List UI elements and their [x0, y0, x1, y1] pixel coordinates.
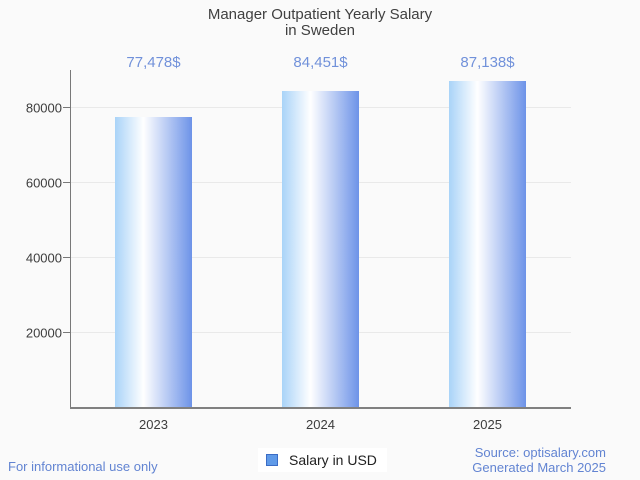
- bar-2024[interactable]: [282, 90, 359, 408]
- x-axis-baseline: [70, 407, 571, 409]
- bar-2025[interactable]: [449, 80, 526, 408]
- y-tick-40000: [63, 257, 71, 259]
- y-tick-label-60000: 60000: [25, 175, 62, 191]
- chart-title-line1: Manager Outpatient Yearly Salary: [207, 6, 433, 23]
- y-tick-label-20000: 20000: [25, 325, 62, 341]
- x-tick-label-2025: 2025: [473, 417, 502, 432]
- source-block: Source: optisalary.com Generated March 2…: [472, 445, 606, 475]
- disclaimer-text: For informational use only: [8, 459, 158, 474]
- y-tick-20000: [63, 332, 71, 334]
- chart-title: Manager Outpatient Yearly Salary in Swed…: [0, 7, 640, 39]
- legend[interactable]: Salary in USD: [258, 448, 387, 472]
- legend-label: Salary in USD: [289, 452, 377, 468]
- value-label-2023: 77,478$: [126, 54, 181, 71]
- x-tick-label-2023: 2023: [139, 417, 168, 432]
- y-tick-label-80000: 80000: [25, 100, 62, 116]
- legend-swatch-icon: [266, 454, 278, 466]
- y-tick-label-40000: 40000: [25, 250, 62, 266]
- value-label-2025: 87,138$: [460, 54, 515, 71]
- y-tick-80000: [63, 107, 71, 109]
- bar-2023[interactable]: [115, 117, 192, 408]
- generated-date: Generated March 2025: [472, 460, 606, 475]
- source-link[interactable]: Source: optisalary.com: [474, 445, 606, 460]
- y-tick-60000: [63, 182, 71, 184]
- y-axis-line: [70, 70, 71, 408]
- chart-title-line2: in Sweden: [284, 22, 356, 39]
- value-label-2024: 84,451$: [293, 54, 348, 71]
- x-tick-label-2024: 2024: [306, 417, 335, 432]
